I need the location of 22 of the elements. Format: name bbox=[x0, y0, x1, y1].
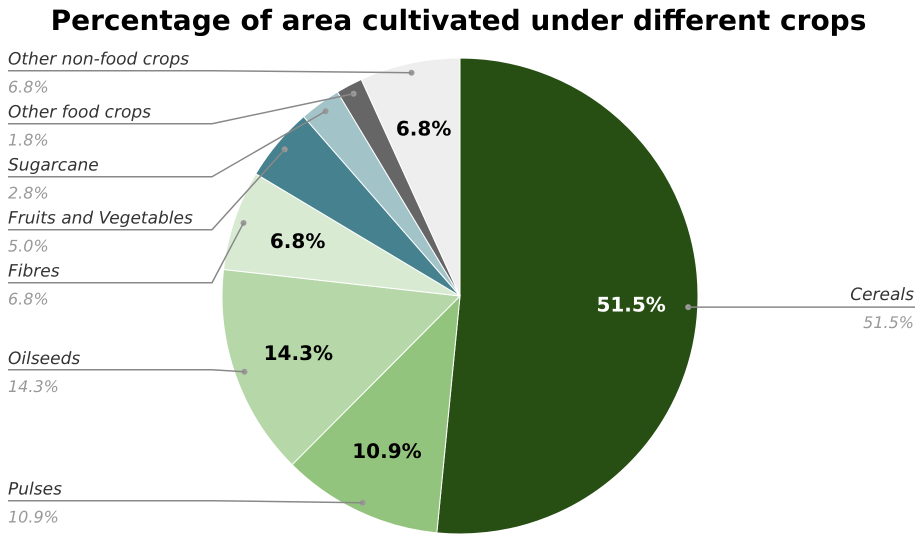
data-label: 14.3% bbox=[8, 376, 59, 396]
text: 14.3% bbox=[264, 340, 334, 365]
data-label: 5.0% bbox=[8, 236, 49, 256]
slice-label: Other non-food crops bbox=[8, 50, 190, 70]
text: 6.8% bbox=[270, 229, 326, 254]
slice-label: Fibres bbox=[8, 262, 60, 282]
text: 51.5% bbox=[596, 292, 666, 316]
slice-label: Cereals bbox=[850, 285, 914, 306]
data-label: 1.8% bbox=[8, 130, 49, 150]
data-label: 6.8% bbox=[8, 290, 49, 309]
data-label: 51.5% bbox=[863, 313, 914, 332]
slice-label: Sugarcane bbox=[8, 156, 99, 176]
text: 6.8% bbox=[396, 116, 452, 141]
data-label: 10.9% bbox=[8, 508, 59, 527]
slice-label: Other food crops bbox=[8, 102, 152, 123]
data-label: 2.8% bbox=[8, 184, 49, 203]
slice-label: Oilseeds bbox=[8, 348, 80, 369]
slice-label: Pulses bbox=[8, 480, 62, 500]
text: 10.9% bbox=[352, 439, 422, 464]
chart-title: Percentage of area cultivated under different crops bbox=[50, 4, 866, 37]
data-label: 6.8% bbox=[8, 78, 49, 97]
slice-label: Fruits and Vegetables bbox=[8, 208, 193, 229]
